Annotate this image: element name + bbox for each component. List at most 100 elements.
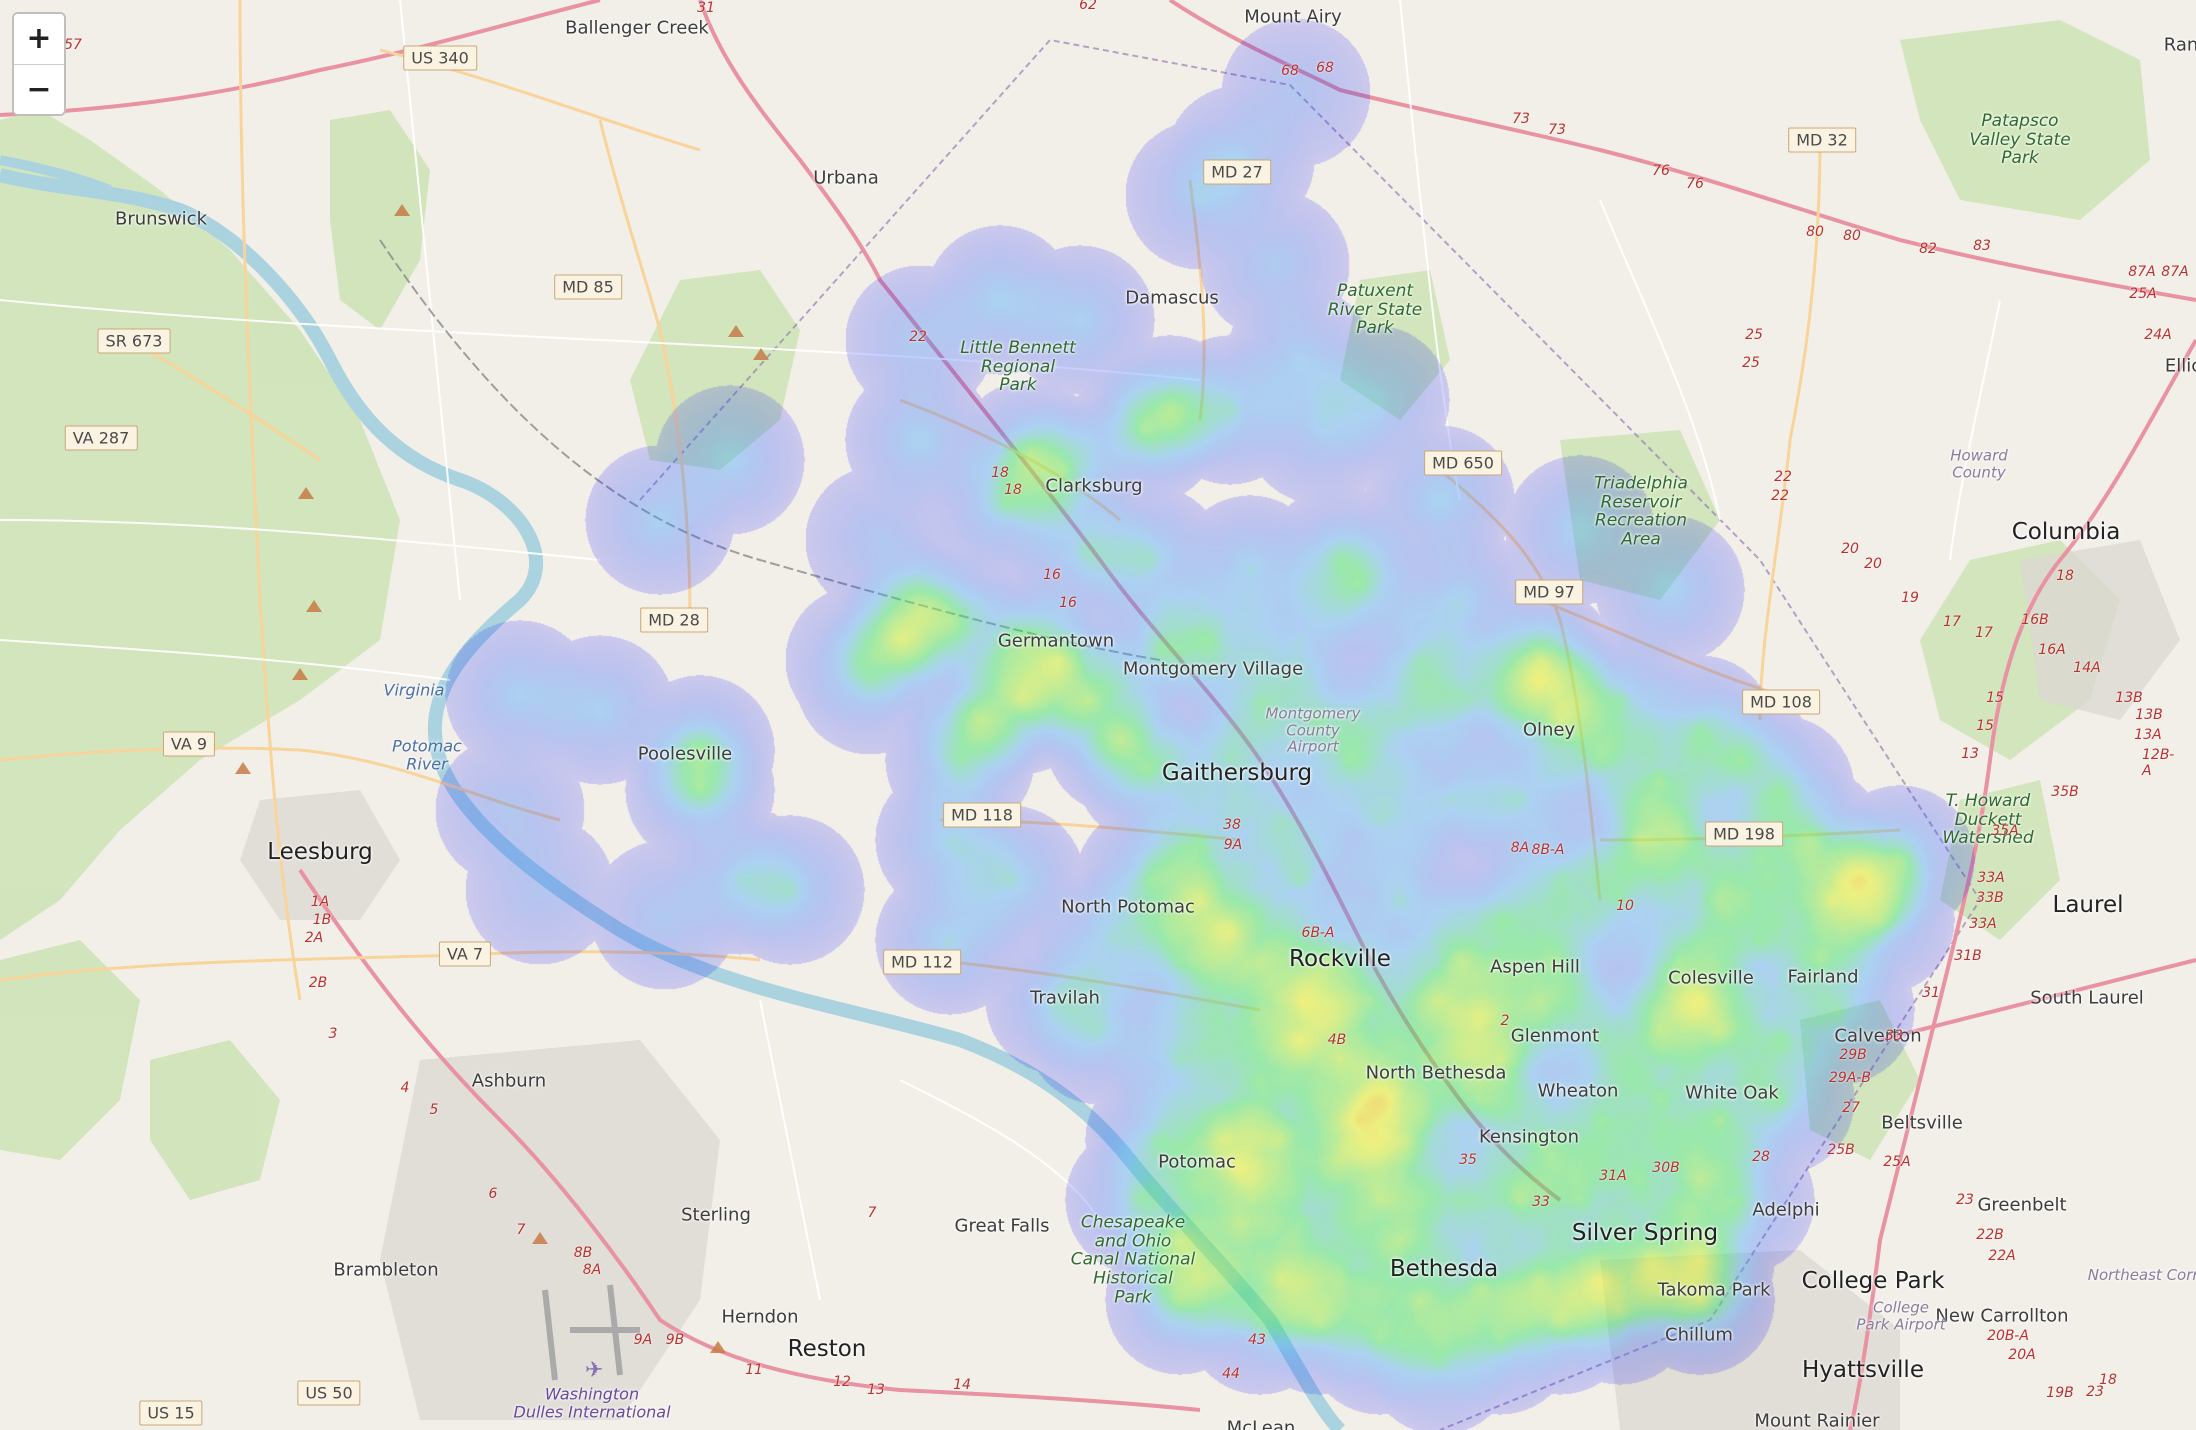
exit-number: 10 [1616, 898, 1634, 914]
exit-number: 31A [1599, 1168, 1627, 1184]
exit-number: 73 [1548, 122, 1566, 138]
place-label: Travilah [1030, 987, 1100, 1009]
exit-number: 17 [1975, 625, 1993, 641]
place-label: North Potomac [1061, 896, 1195, 918]
route-shield: MD 112 [883, 949, 961, 975]
exit-number: 7 [516, 1222, 526, 1238]
place-label: Silver Spring [1571, 1220, 1719, 1246]
place-label: Wheaton [1537, 1080, 1619, 1102]
place-label: Colesville [1668, 967, 1754, 989]
airport-label: Washington Dulles International [513, 1384, 671, 1421]
exit-number: 22 [1774, 469, 1792, 485]
exit-number: 18 [1004, 482, 1022, 498]
exit-number: 1A [310, 894, 330, 910]
exit-number: 19B [2046, 1385, 2074, 1401]
place-label: Laurel [2052, 892, 2124, 918]
place-label: New Carrollton [1935, 1305, 2069, 1327]
exit-number: 29A-B [1828, 1070, 1872, 1086]
exit-number: 35B [2051, 784, 2079, 800]
exit-number: 83 [1973, 238, 1991, 254]
exit-number: 2A [304, 930, 324, 946]
place-label: Leesburg [267, 839, 373, 865]
exit-number: 22A [1988, 1248, 2016, 1264]
zoom-out-button[interactable]: − [14, 64, 64, 114]
area-label: Howard County [1950, 446, 2008, 481]
place-label: Reston [787, 1336, 867, 1362]
exit-number: 9A [633, 1332, 653, 1348]
route-shield: MD 97 [1515, 579, 1583, 605]
exit-number: 8B-A [1531, 842, 1565, 858]
route-shield: MD 108 [1742, 689, 1820, 715]
place-label: White Oak [1685, 1082, 1779, 1104]
exit-number: 44 [1222, 1366, 1240, 1382]
park-label: Chesapeake and Ohio Canal National Histo… [1070, 1212, 1196, 1308]
exit-number: 33A [1977, 870, 2005, 886]
exit-number: 18 [2099, 1372, 2117, 1388]
place-label: Bethesda [1389, 1256, 1499, 1282]
exit-number: 6B-A [1301, 925, 1335, 941]
exit-number: 4 [400, 1080, 410, 1096]
route-shield: SR 673 [97, 328, 171, 354]
exit-number: 76 [1652, 163, 1670, 179]
route-shield: VA 287 [64, 425, 138, 451]
route-shield: VA 7 [438, 941, 492, 967]
exit-number: 27 [1842, 1100, 1860, 1116]
exit-number: 73 [1512, 111, 1530, 127]
place-label: Ashburn [471, 1070, 547, 1092]
route-shield: US 15 [139, 1400, 203, 1426]
exit-number: 22B [1976, 1227, 2004, 1243]
exit-number: 2B [308, 975, 328, 991]
place-label: Mount Airy [1244, 6, 1342, 28]
exit-number: 1B [312, 912, 332, 928]
exit-number: 18 [991, 465, 1009, 481]
exit-number: 8B [573, 1245, 593, 1261]
exit-number: 11 [745, 1362, 763, 1378]
place-label: North Bethesda [1365, 1062, 1507, 1084]
exit-number: 30B [1652, 1160, 1680, 1176]
exit-number: 5 [429, 1102, 439, 1118]
exit-number: 15 [1976, 718, 1994, 734]
area-label: Northeast Corrid [2087, 1266, 2196, 1284]
exit-number: 16B [2021, 612, 2049, 628]
exit-number: 33B [1976, 890, 2004, 906]
park-label: Triadelphia Reservoir Recreation Area [1594, 473, 1688, 550]
exit-number: 15 [1986, 690, 2004, 706]
place-label: McLean [1226, 1417, 1296, 1430]
exit-number: 68 [1281, 63, 1299, 79]
exit-number: 35 [1459, 1152, 1477, 1168]
exit-number: 16 [1059, 595, 1077, 611]
route-shield: MD 28 [640, 607, 708, 633]
exit-number: 7 [867, 1205, 877, 1221]
exit-number: 13B [2115, 690, 2143, 706]
exit-number: 82 [1919, 241, 1937, 257]
place-label: Great Falls [954, 1215, 1050, 1237]
exit-number: 17 [1943, 614, 1961, 630]
exit-number: 23 [1956, 1192, 1974, 1208]
exit-number: 35A [1991, 823, 2019, 839]
exit-number: 16 [1043, 567, 1061, 583]
park-label: Little Bennett Regional Park [960, 337, 1076, 396]
exit-number: 23 [2086, 1384, 2104, 1400]
place-label: Gaithersburg [1161, 760, 1313, 786]
place-label: Potomac [1158, 1151, 1236, 1173]
place-label: Greenbelt [1977, 1194, 2067, 1216]
water-label: Potomac River [392, 736, 462, 773]
exit-number: 20 [1841, 541, 1859, 557]
place-label: Poolesville [637, 743, 733, 765]
route-shield: MD 198 [1705, 821, 1783, 847]
place-label: Brunswick [115, 208, 207, 230]
exit-number: 14A [2073, 660, 2101, 676]
exit-number: 8A [1510, 840, 1530, 856]
place-label: Herndon [721, 1306, 799, 1328]
exit-number: 12B-A [2142, 747, 2175, 779]
zoom-in-button[interactable]: + [14, 14, 64, 64]
exit-number: 20A [2008, 1347, 2036, 1363]
exit-number: 28 [1752, 1149, 1770, 1165]
exit-number: 76 [1686, 176, 1704, 192]
exit-number: 31B [1954, 948, 1982, 964]
area-label: College Park Airport [1856, 1298, 1946, 1333]
exit-number: 80 [1843, 228, 1861, 244]
exit-number: 33 [1885, 1028, 1903, 1044]
exit-number: 22 [909, 329, 927, 345]
